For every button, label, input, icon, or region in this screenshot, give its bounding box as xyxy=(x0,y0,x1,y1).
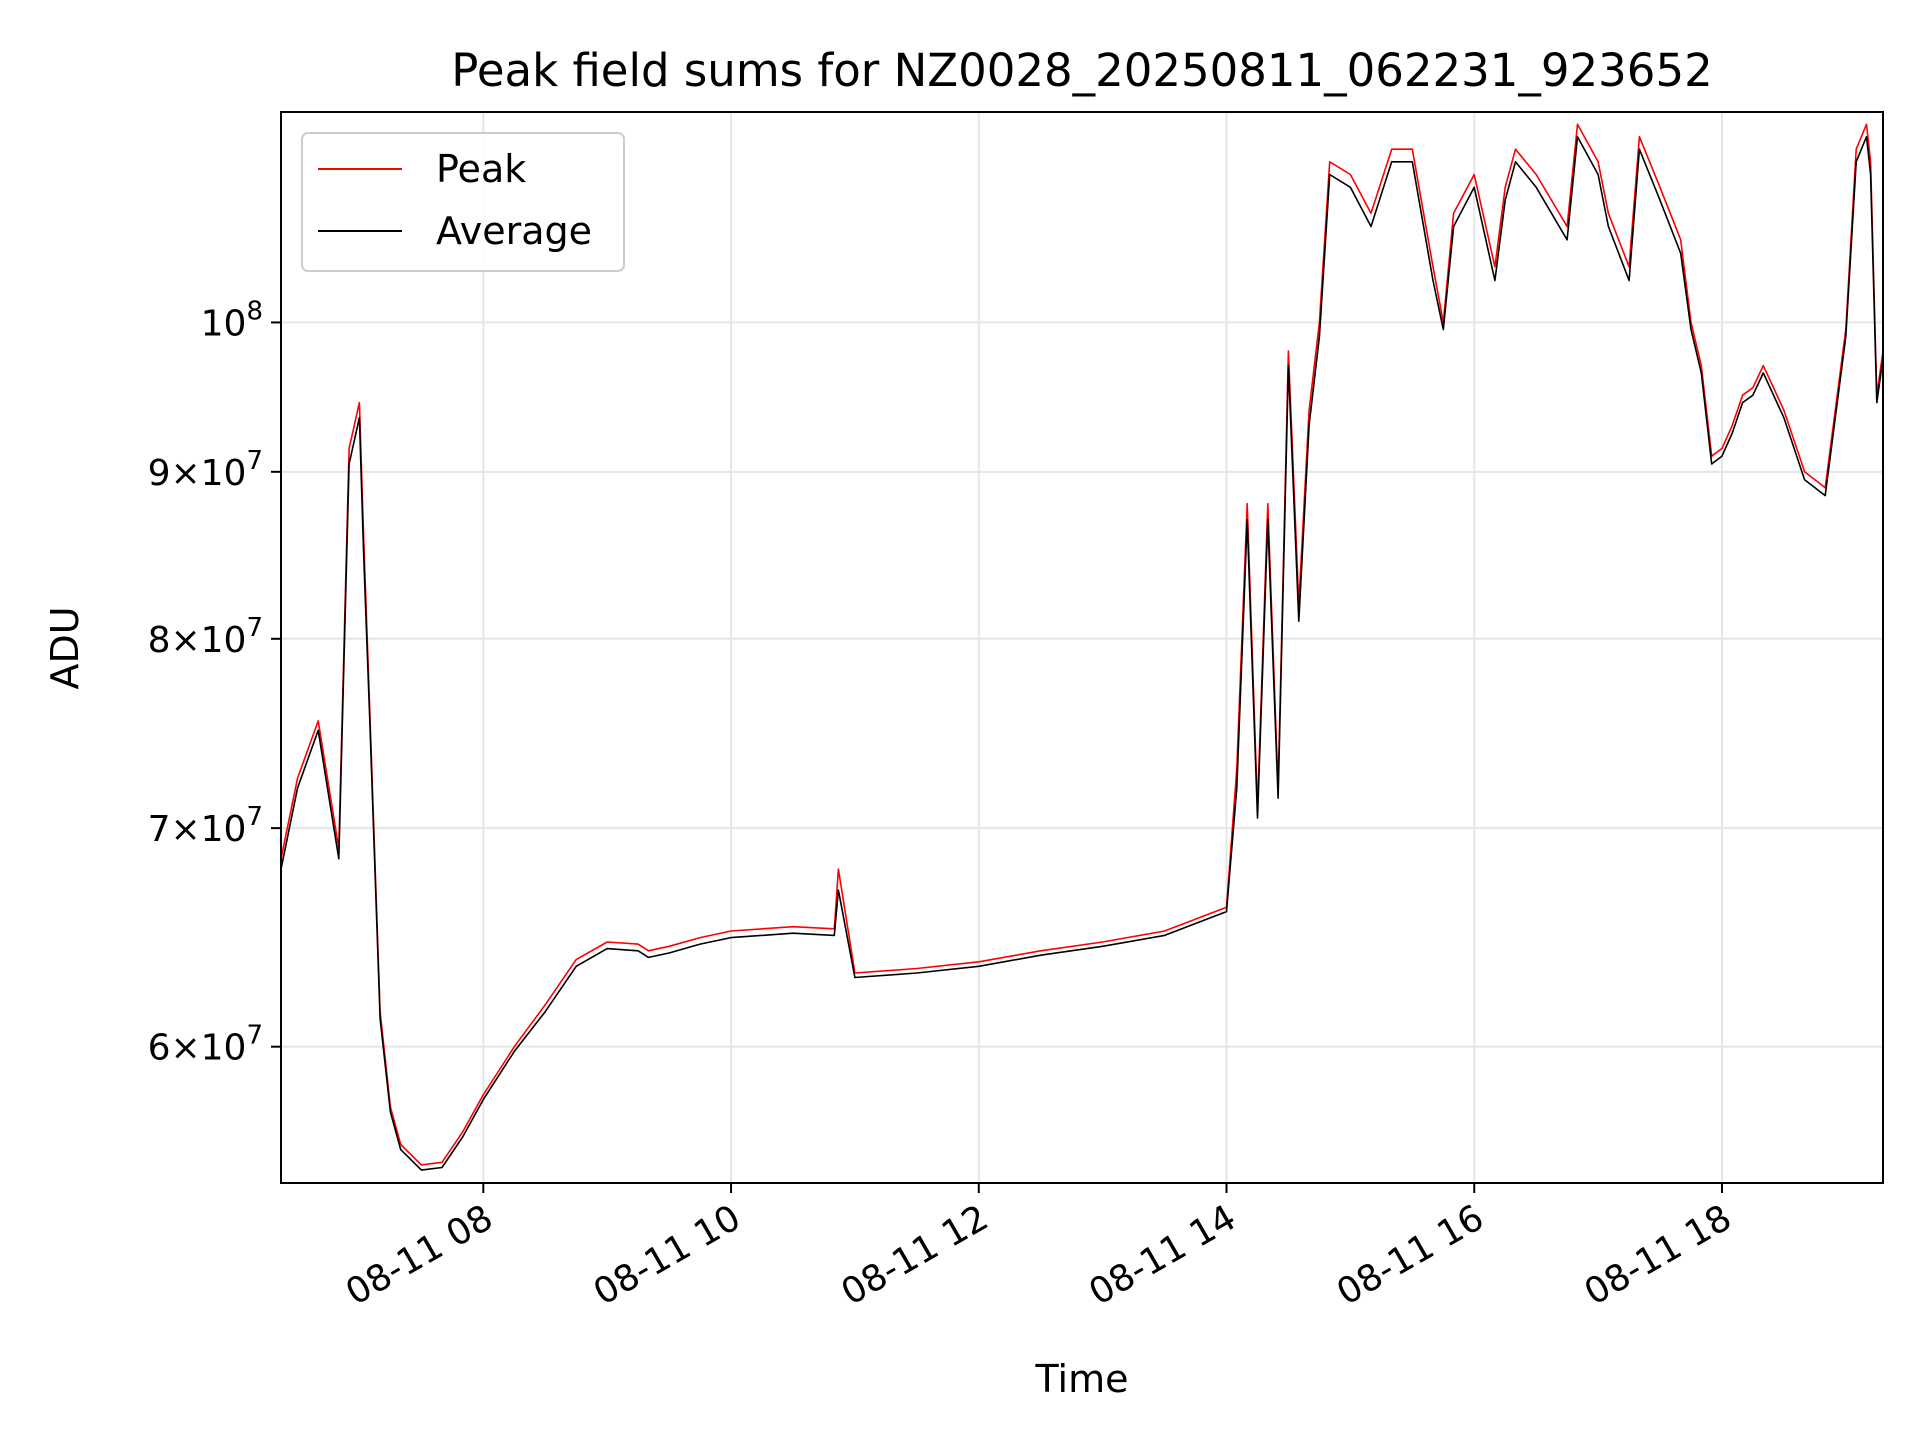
plot-series xyxy=(280,123,1884,1171)
series-line-peak xyxy=(280,123,1884,1166)
y-tick-label: 8×107 xyxy=(148,613,263,661)
chart-title: Peak field sums for NZ0028_20250811_0622… xyxy=(451,44,1712,97)
y-tick-label: 6×107 xyxy=(148,1021,263,1069)
y-axis-label: ADU xyxy=(43,606,87,689)
legend-box xyxy=(301,132,625,272)
y-tick-label: 9×107 xyxy=(148,446,263,494)
y-tick-label: 7×107 xyxy=(148,802,263,850)
x-tick-label: 08-11 18 xyxy=(1578,1197,1739,1313)
series-line-average xyxy=(280,135,1884,1171)
y-axis: 6×107 7×107 8×107 9×107 108 xyxy=(148,296,281,1069)
legend-label-peak: Peak xyxy=(436,147,526,191)
legend-label-average: Average xyxy=(436,209,592,253)
x-tick-label: 08-11 14 xyxy=(1082,1197,1243,1313)
x-axis-label: Time xyxy=(1035,1357,1129,1401)
plot-frame xyxy=(280,111,1884,1184)
x-axis: 08-11 08 08-11 10 08-11 12 08-11 14 08-11 16… xyxy=(339,1183,1738,1314)
x-tick-label: 08-11 12 xyxy=(835,1197,996,1313)
x-tick-label: 08-11 10 xyxy=(587,1197,748,1313)
x-tick-label: 08-11 16 xyxy=(1330,1197,1491,1313)
grid xyxy=(281,112,1883,1183)
x-tick-label: 08-11 08 xyxy=(339,1197,500,1313)
legend: Peak Average xyxy=(301,132,625,272)
y-tick-label: 108 xyxy=(201,296,263,344)
